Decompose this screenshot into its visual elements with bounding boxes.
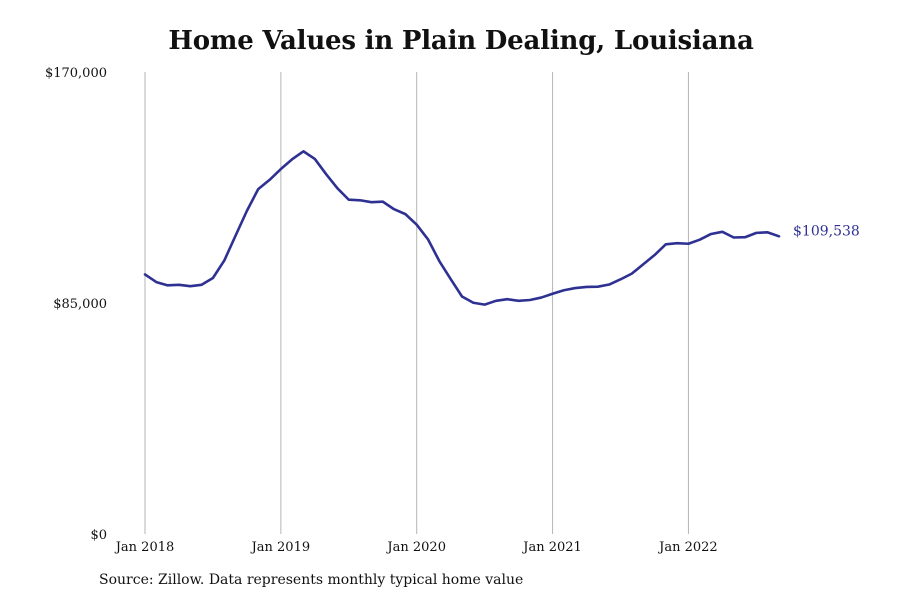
home-value-line [143, 150, 781, 306]
x-tick-label: Jan 2020 [385, 540, 446, 555]
x-tick-label: Jan 2019 [250, 540, 311, 555]
end-label-layer: $109,538 [793, 223, 860, 239]
x-tick-label: Jan 2018 [114, 540, 175, 555]
series-layer [143, 150, 781, 306]
grid-lines [144, 72, 689, 534]
y-tick-label: $0 [90, 528, 107, 543]
chart-title: Home Values in Plain Dealing, Louisiana [168, 26, 754, 56]
y-axis: $0 $85,000 $170,000 [45, 66, 107, 543]
x-axis: Jan 2018 Jan 2019 Jan 2020 Jan 2021 Jan 2022 [114, 540, 718, 555]
end-value-label: $109,538 [793, 223, 860, 239]
y-tick-label: $85,000 [53, 297, 107, 312]
x-tick-label: Jan 2021 [521, 540, 582, 555]
x-tick-label: Jan 2022 [657, 540, 718, 555]
source-note: Source: Zillow. Data represents monthly … [99, 572, 524, 588]
y-tick-label: $170,000 [45, 66, 107, 81]
